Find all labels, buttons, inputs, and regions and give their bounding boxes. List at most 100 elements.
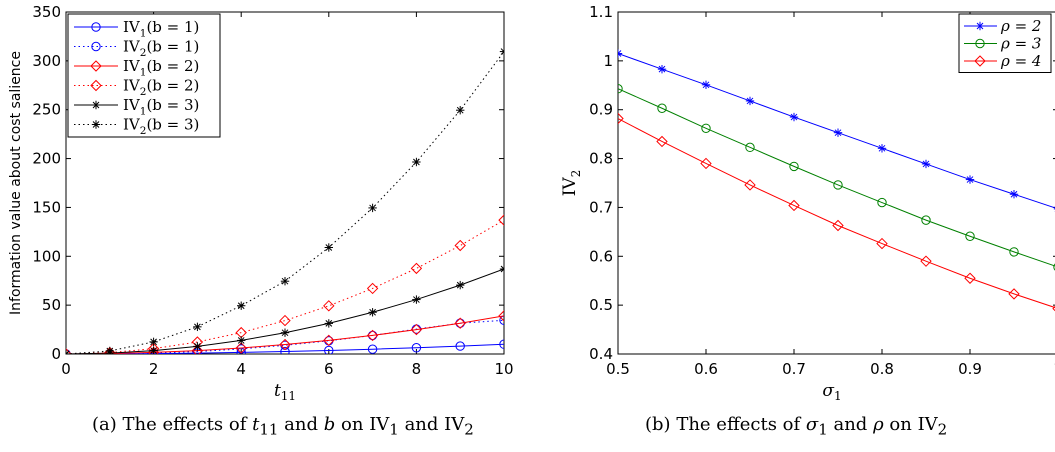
chart-b-series-area [618, 49, 1055, 312]
chart-b-data-point [965, 231, 975, 241]
chart-b-ytick-label: 0.4 [589, 345, 613, 363]
caption-b-and: and [833, 414, 868, 435]
caption-a-prefix: (a) [92, 414, 117, 435]
chart-a-series-area [66, 47, 504, 354]
caption-a-iv1-sub: 1 [389, 420, 399, 439]
chart-b-data-point [618, 112, 624, 125]
chart-b-data-point [1009, 190, 1019, 199]
chart-b-data-point [701, 123, 711, 133]
chart-a-data-point [455, 318, 465, 328]
caption-a-on: on [341, 414, 364, 435]
chart-b-data-point [789, 161, 799, 172]
chart-a-ylabel: Information value about cost salience [8, 51, 24, 315]
chart-a-ytick-label: 250 [32, 101, 61, 119]
caption-b-sigma: σ [805, 414, 819, 435]
chart-b-legend-marker [975, 21, 985, 31]
caption-a-text: The effects of [122, 414, 247, 435]
chart-b-data-point [745, 142, 755, 153]
chart-b-xtick-label: 0.5 [606, 360, 630, 378]
chart-b-data-point [877, 197, 887, 208]
chart-b-ytick-label: 0.6 [589, 247, 613, 265]
chart-b-series-0 [618, 49, 1055, 212]
chart-a-data-point [454, 317, 466, 329]
chart-b-data-point [920, 255, 932, 267]
caption-b-rho: ρ [873, 414, 884, 435]
chart-b-plot: 0.50.60.70.80.910.40.50.60.70.80.911.1σ1… [560, 3, 1055, 403]
chart-a-data-point [499, 339, 504, 349]
chart-b-legend-label: ρ = 4 [1000, 52, 1041, 70]
chart-a-data-point [454, 239, 466, 252]
chart-a-series-5 [66, 47, 504, 354]
caption-a-iv2-sub: 2 [464, 420, 474, 439]
chart-b-xtick-label: 0.7 [782, 360, 806, 378]
chart-a-legend-item: IV2(b = 1) [74, 38, 199, 59]
chart-b-data-point [701, 80, 711, 89]
chart-b-legend-marker [975, 38, 985, 49]
chart-b-data-point [618, 84, 623, 94]
chart-a-legend-marker [90, 79, 102, 92]
chart-a-data-point [105, 346, 114, 354]
chart-a-xtick-label: 10 [494, 360, 513, 378]
chart-b-data-point [877, 144, 887, 153]
chart-a-data-point [66, 348, 72, 354]
chart-a: 0 2 4 6 8 10050100150200250300350t11Informati… [8, 3, 514, 403]
caption-b-sigma-sub: 1 [818, 420, 828, 439]
chart-a-data-point [237, 336, 246, 345]
chart-b-data-point [964, 272, 976, 284]
chart-a-data-point [104, 347, 116, 354]
chart-a-series-line [66, 319, 504, 354]
chart-a-xtick-label: 8 [412, 360, 422, 378]
chart-b-data-point [921, 159, 931, 169]
chart-b-ylabel: IV2 [560, 170, 583, 197]
chart-b-xtick-label: 0.9 [958, 360, 982, 378]
chart-a-data-point [410, 323, 423, 336]
chart-b-data-point [876, 237, 888, 250]
chart-b: 0.50.60.70.80.910.40.50.60.70.80.911.1σ1… [560, 3, 1055, 403]
chart-a-data-point [455, 341, 465, 351]
chart-a-data-point [324, 319, 333, 328]
chart-a-legend-marker [91, 22, 101, 32]
chart-a-series-line [66, 315, 504, 354]
chart-a-data-point [368, 308, 377, 317]
chart-b-legend-label: ρ = 3 [1000, 35, 1041, 53]
chart-b-legend-item: ρ = 2 [964, 17, 1041, 35]
chart-b-data-point [657, 103, 667, 113]
chart-b-xtick-label: 0.8 [870, 360, 894, 378]
chart-a-legend-label: IV1(b = 3) [123, 96, 199, 118]
caption-b-on: on [889, 414, 912, 435]
chart-a-data-point [412, 295, 421, 304]
chart-b-legend-item: ρ = 4 [964, 52, 1041, 70]
chart-a-ytick-label: 200 [32, 150, 61, 168]
chart-b-data-point [745, 96, 755, 106]
chart-a-xtick-label: 0 [61, 360, 71, 378]
chart-a-xtick-label: 4 [236, 360, 246, 378]
chart-b-data-point [788, 199, 800, 212]
caption-a-b: b [323, 414, 336, 435]
chart-b-ytick-label: 1 [603, 52, 613, 70]
chart-a-data-point [499, 47, 504, 56]
chart-a-legend-marker [90, 60, 102, 72]
chart-a-series-line [66, 219, 504, 354]
caption-a-iv1: IV [369, 414, 390, 435]
chart-a-data-point [324, 243, 333, 252]
chart-b-data-point [657, 64, 667, 74]
chart-b-ytick-label: 0.9 [589, 101, 613, 119]
chart-a-data-point [279, 338, 291, 351]
chart-a-legend: IV1(b = 1)IV2(b = 1)IV1(b = 2)IV2(b = 2)… [67, 13, 221, 138]
chart-b-legend-label: ρ = 2 [1000, 17, 1041, 35]
caption-a-t-sub: 11 [259, 420, 279, 439]
chart-a-data-point [280, 328, 290, 337]
chart-a-data-point [323, 300, 335, 312]
caption-a-iv2: IV [444, 414, 465, 435]
chart-a-data-point [411, 343, 422, 353]
chart-a-xlabel: t11 [274, 381, 296, 403]
chart-b-legend-item: ρ = 3 [964, 35, 1041, 53]
chart-b-data-point [1009, 247, 1019, 257]
chart-b-data-point [832, 219, 844, 232]
chart-a-ytick-label: 300 [32, 52, 61, 70]
chart-a-data-point [280, 277, 290, 286]
chart-b-ytick-label: 1.1 [589, 3, 613, 21]
chart-a-ytick-label: 150 [32, 198, 61, 216]
chart-b-data-point [921, 215, 931, 225]
chart-a-data-point [456, 280, 465, 290]
